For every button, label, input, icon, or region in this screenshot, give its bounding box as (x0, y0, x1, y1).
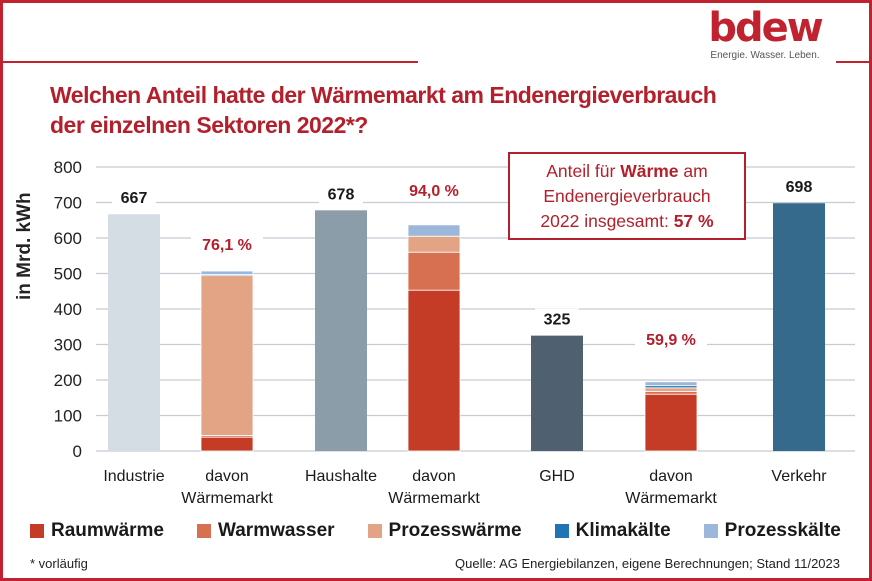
bar-label-background (319, 183, 363, 204)
bar-label-background (112, 187, 156, 208)
legend-swatch (197, 524, 211, 538)
footnote: * vorläufig (30, 556, 88, 571)
y-tick-label: 400 (54, 300, 82, 319)
stack-segment-prozesswärme (200, 275, 254, 436)
bar-label-background (777, 176, 821, 197)
x-category-label: davon (205, 468, 249, 485)
legend-label: Prozesswärme (388, 520, 522, 541)
annotation-line3: 2022 insgesamt: 57 % (510, 209, 744, 234)
y-tick-label: 500 (54, 265, 82, 284)
share-percent-label: 76,1 % (202, 237, 252, 254)
annotation-line2: Endenergieverbrauch (543, 186, 711, 206)
bar-value-label: 698 (786, 179, 813, 196)
x-category-label-line2: Wärmemarkt (625, 490, 717, 507)
stack-segment-raumwärme (407, 289, 461, 452)
share-label-background (635, 327, 707, 349)
x-category-label: Haushalte (305, 468, 377, 485)
y-tick-label: 100 (54, 407, 82, 426)
annotation-text: Anteil für (546, 161, 621, 181)
x-category-label: GHD (539, 468, 575, 485)
share-percent-label: 59,9 % (646, 332, 696, 349)
bar-value-label: 325 (544, 312, 571, 329)
stack-segment-warmwasser (407, 251, 461, 291)
bdew-logo: bdew Energie. Wasser. Leben. (700, 8, 830, 61)
y-tick-label: 600 (54, 229, 82, 248)
annotation-line1: Anteil für Wärme am (510, 159, 744, 184)
bar-value-label: 667 (121, 190, 148, 207)
legend-swatch (30, 524, 44, 538)
y-tick-label: 0 (73, 442, 82, 461)
stack-segment-prozesskälte (644, 381, 698, 387)
frame-right-border (869, 0, 872, 581)
bar-total (773, 203, 825, 451)
source-note: Quelle: AG Energiebilanzen, eigene Berec… (455, 556, 840, 571)
y-tick-label: 300 (54, 336, 82, 355)
legend-item: Klimakälte (554, 520, 671, 542)
bar-total (108, 214, 160, 451)
frame-bottom-border (0, 578, 872, 581)
header-divider-right (836, 61, 872, 63)
logo-wordmark: bdew (708, 5, 823, 51)
chart-legend: Raumwärme Warmwasser Prozesswärme Klimakält… (30, 518, 872, 544)
y-tick-label: 200 (54, 371, 82, 390)
legend-label: Warmwasser (218, 520, 335, 541)
legend-swatch (554, 524, 569, 538)
x-category-label: Industrie (103, 468, 164, 485)
annotation-total-value: 57 % (673, 211, 714, 231)
x-category-label: davon (649, 468, 693, 485)
chart-title: Welchen Anteil hatte der Wärmemarkt am E… (50, 80, 830, 140)
x-category-label-line2: Wärmemarkt (388, 490, 480, 507)
legend-swatch (703, 524, 718, 538)
frame-left-border (0, 0, 3, 581)
chart-title-line2: der einzelnen Sektoren 2022*? (50, 112, 368, 138)
x-category-label-line2: Wärmemarkt (181, 490, 273, 507)
share-label-background (191, 232, 263, 254)
legend-label: Klimakälte (575, 520, 671, 541)
stack-segment-prozesswärme (407, 235, 461, 253)
legend-item: Prozesskälte (703, 520, 841, 542)
stack-segment-prozesskälte (407, 224, 461, 237)
x-category-label: Verkehr (771, 468, 827, 485)
legend-swatch (367, 524, 382, 538)
bar-label-background (535, 308, 579, 329)
bar-total (531, 335, 583, 451)
logo-tagline: Energie. Wasser. Leben. (710, 50, 820, 61)
y-tick-label: 700 (54, 194, 82, 213)
annotation-text: am (678, 161, 708, 181)
total-share-annotation: Anteil für Wärme am Endenergieverbrauch … (508, 152, 746, 240)
legend-item: Warmwasser (197, 520, 335, 542)
frame-top-border (0, 0, 872, 3)
header-divider-left (0, 61, 418, 63)
bar-value-label: 678 (328, 186, 355, 203)
share-label-background (398, 178, 470, 200)
annotation-bold: Wärme (620, 161, 679, 181)
bar-total (315, 210, 367, 451)
stack-segment-prozesskälte (200, 270, 254, 275)
x-category-label: davon (412, 468, 456, 485)
stack-segment-warmwasser (644, 390, 698, 395)
chart-title-line1: Welchen Anteil hatte der Wärmemarkt am E… (50, 82, 717, 108)
annotation-text: 2022 insgesamt: (540, 211, 674, 231)
stack-segment-raumwärme (200, 436, 254, 452)
share-percent-label: 94,0 % (409, 183, 459, 200)
legend-label: Prozesskälte (724, 520, 841, 541)
stack-segment-raumwärme (644, 393, 698, 452)
y-tick-label: 800 (54, 158, 82, 177)
legend-item: Raumwärme (30, 520, 164, 542)
legend-item: Prozesswärme (367, 520, 522, 542)
legend-label: Raumwärme (51, 520, 164, 541)
stack-segment-prozesswärme (644, 387, 698, 392)
chart-plot-area: 0 100 200 300 400 500 600 700 800 667 678 325 698 76,… (54, 158, 855, 507)
